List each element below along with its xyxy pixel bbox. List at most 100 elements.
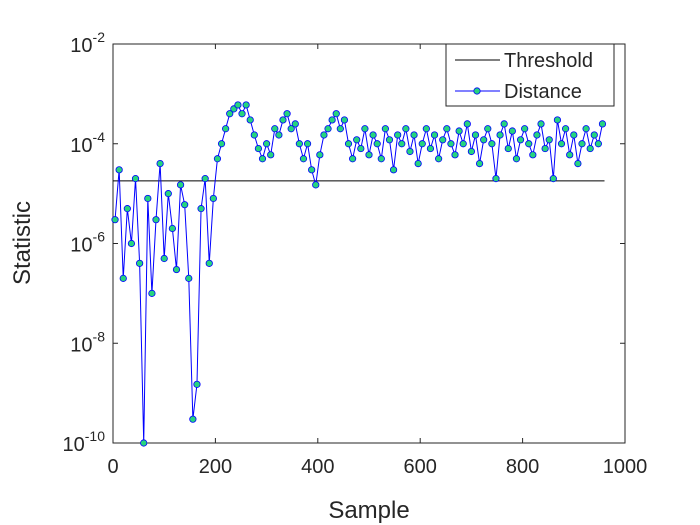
data-point <box>455 127 463 135</box>
data-point <box>291 120 299 128</box>
data-point <box>140 439 148 447</box>
data-point <box>414 159 422 168</box>
data-point <box>148 289 156 297</box>
data-point <box>369 131 377 139</box>
y-tick-exponent: -4 <box>93 129 106 145</box>
data-point <box>553 116 562 124</box>
data-point <box>181 201 189 209</box>
data-point <box>152 216 160 224</box>
data-point <box>205 259 213 267</box>
data-point <box>308 166 316 174</box>
data-point <box>471 131 480 139</box>
data-point <box>500 120 508 128</box>
y-tick-base: 10 <box>70 135 92 157</box>
data-point <box>422 125 430 133</box>
data-point <box>197 205 205 213</box>
data-point <box>545 136 553 144</box>
data-point <box>463 120 471 128</box>
y-axis-label: Statistic <box>9 201 36 285</box>
x-tick-label: 0 <box>107 456 118 478</box>
data-point <box>496 131 504 139</box>
data-point <box>377 155 385 163</box>
data-point <box>123 205 131 213</box>
data-point <box>127 239 136 248</box>
y-tick-base: 10 <box>70 334 92 356</box>
data-point <box>492 175 500 183</box>
y-tick-exponent: -2 <box>93 29 106 45</box>
y-tick-exponent: -10 <box>85 428 105 444</box>
data-point <box>357 144 365 153</box>
y-tick-label: 10-2 <box>70 29 105 57</box>
data-point <box>361 125 369 133</box>
data-point <box>381 125 389 133</box>
data-point <box>512 155 521 163</box>
data-point <box>516 136 525 144</box>
y-tick-exponent: -6 <box>93 229 106 245</box>
data-point <box>160 254 168 263</box>
data-point <box>385 136 394 144</box>
y-tick-label: 10-8 <box>70 328 105 356</box>
data-point <box>484 125 492 133</box>
data-point <box>562 125 570 133</box>
data-point <box>574 159 582 168</box>
data-point <box>549 175 557 183</box>
data-point <box>189 415 197 423</box>
data-point <box>111 216 119 224</box>
data-point <box>467 147 475 156</box>
data-point <box>443 125 451 133</box>
data-point <box>299 155 308 163</box>
data-point <box>475 159 484 168</box>
data-point <box>275 131 283 139</box>
data-point <box>303 140 312 148</box>
data-point <box>353 136 361 144</box>
data-point <box>541 144 549 153</box>
data-point <box>598 120 607 128</box>
data-point <box>172 265 181 274</box>
data-point <box>185 274 193 282</box>
data-point <box>271 125 279 133</box>
data-point <box>320 131 328 139</box>
data-point <box>238 110 246 118</box>
x-tick-label: 400 <box>301 456 334 478</box>
data-point <box>234 101 242 109</box>
y-tick-label: 10-6 <box>70 229 105 257</box>
data-point <box>586 144 594 153</box>
data-point <box>283 110 291 118</box>
data-point <box>332 110 340 118</box>
data-point <box>373 140 381 148</box>
data-point <box>340 116 349 124</box>
data-point <box>242 101 250 109</box>
data-point <box>451 151 459 159</box>
data-point <box>557 140 566 148</box>
data-point <box>418 140 426 148</box>
plot-area <box>112 43 626 444</box>
data-point <box>389 166 398 174</box>
data-point <box>529 151 537 159</box>
data-point <box>267 151 275 159</box>
data-point <box>254 144 263 153</box>
data-point <box>394 131 402 139</box>
x-tick-label: 600 <box>404 456 437 478</box>
data-point <box>201 175 209 183</box>
data-point <box>582 125 590 133</box>
y-tick-label: 10-4 <box>70 129 105 157</box>
data-point <box>336 125 344 133</box>
data-point <box>246 116 254 124</box>
data-point <box>119 274 127 282</box>
x-tick-label: 800 <box>506 456 539 478</box>
data-point <box>258 155 267 163</box>
data-point <box>578 140 586 148</box>
data-point <box>525 140 533 148</box>
data-point <box>435 155 443 163</box>
data-point <box>250 131 258 139</box>
legend-label: Distance <box>504 81 582 103</box>
data-point <box>279 116 287 124</box>
legend-marker <box>473 87 481 95</box>
data-point <box>328 116 336 124</box>
data-point <box>488 140 496 148</box>
data-point <box>410 131 418 139</box>
data-point <box>594 140 602 148</box>
data-point <box>447 140 455 148</box>
data-point <box>402 125 410 133</box>
